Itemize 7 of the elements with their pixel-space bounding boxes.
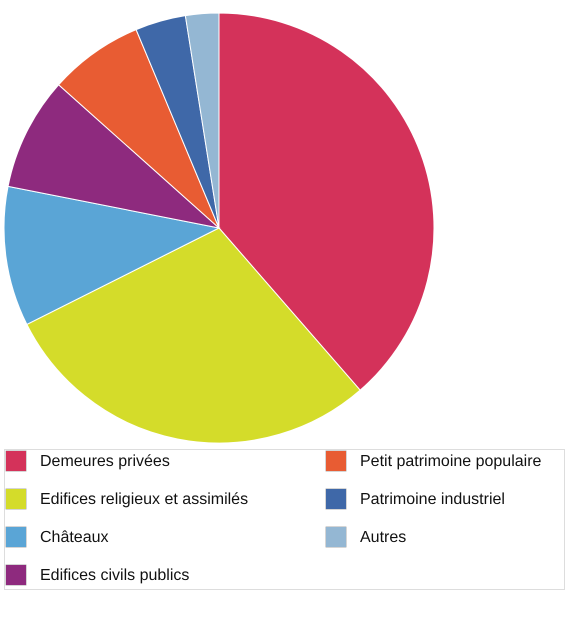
legend-label: Edifices religieux et assimilés <box>40 491 248 508</box>
legend-label: Châteaux <box>40 529 108 546</box>
legend-label: Petit patrimoine populaire <box>360 453 542 470</box>
legend-label: Demeures privées <box>40 453 170 470</box>
legend-label: Patrimoine industriel <box>360 491 505 508</box>
legend-label: Autres <box>360 529 406 546</box>
legend-label: Edifices civils publics <box>40 567 190 584</box>
